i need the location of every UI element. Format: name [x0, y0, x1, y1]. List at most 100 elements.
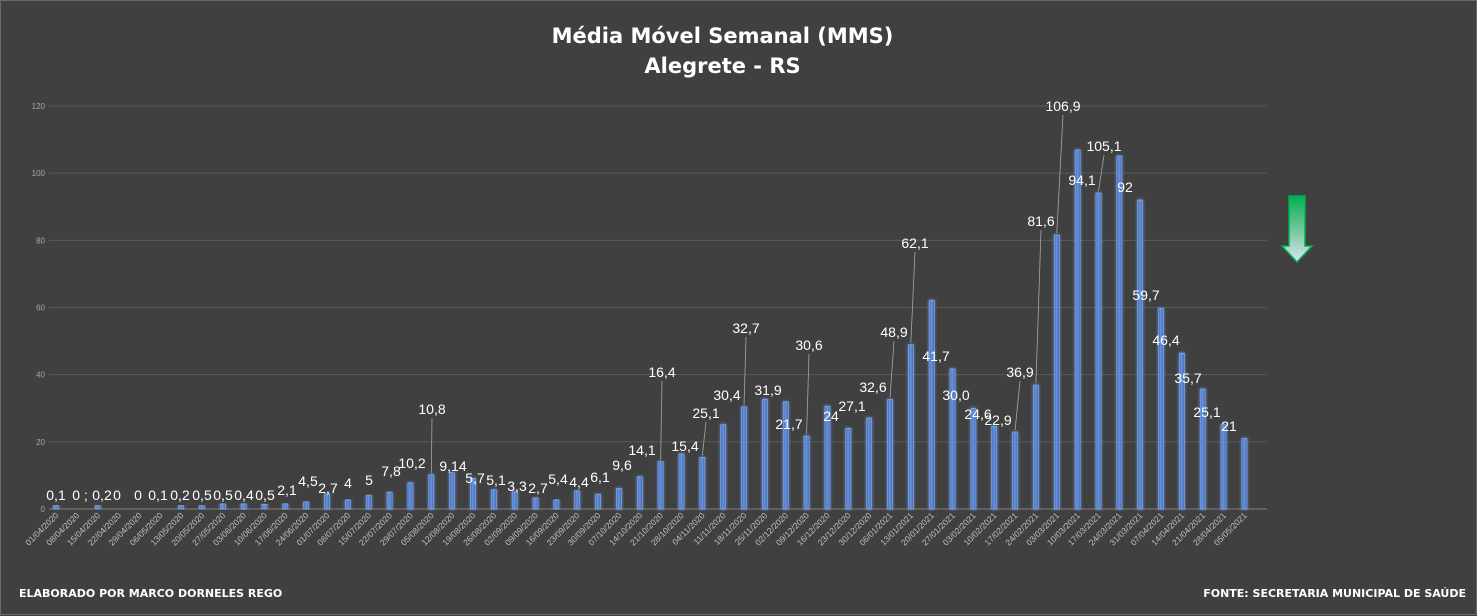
bar [762, 398, 768, 510]
data-label: 59,7 [1132, 287, 1159, 303]
leader-line [889, 340, 895, 398]
bar [970, 407, 977, 510]
bar [845, 428, 852, 510]
label-leader-lines [430, 114, 1105, 473]
bar [949, 368, 956, 510]
leader-line [743, 336, 747, 405]
y-tick-label: 0 [41, 505, 46, 514]
bar [94, 505, 101, 510]
data-label: 24 [823, 408, 839, 424]
data-label: 5 [365, 472, 373, 488]
data-label: 2,7 [318, 480, 338, 496]
data-label: 0 ; [72, 487, 88, 503]
leader-line [1056, 114, 1064, 233]
data-label: 0,2 [170, 487, 190, 503]
data-label: 0,1 [46, 487, 66, 503]
bar [720, 424, 727, 510]
bar [178, 505, 184, 510]
leader-line [430, 417, 433, 473]
data-label: 10,2 [398, 455, 425, 471]
data-label: 32,6 [859, 379, 886, 395]
bar [386, 491, 393, 510]
bar [199, 505, 205, 510]
leader-line [1014, 380, 1021, 431]
bar [1199, 388, 1206, 510]
leader-line [701, 421, 707, 456]
y-tick-label: 80 [36, 236, 45, 245]
bar [887, 399, 893, 510]
bar [1074, 149, 1081, 510]
y-tick-label: 60 [36, 304, 45, 313]
bar [595, 493, 601, 510]
data-label: 0,5 [192, 487, 212, 503]
bar [636, 476, 643, 510]
bar [532, 497, 539, 510]
data-label: 25,1 [1193, 404, 1220, 420]
data-label: 15,4 [671, 438, 698, 454]
y-tick-label: 100 [32, 169, 46, 178]
data-label: 5,4 [548, 471, 568, 487]
bar [1241, 438, 1248, 510]
footer-source: FONTE: SECRETARIA MUNICIPAL DE SAÚDE [1203, 587, 1466, 600]
bar [782, 401, 789, 510]
bar [220, 503, 226, 510]
data-label: 2,1 [277, 482, 297, 498]
data-label: 0,4 [234, 487, 254, 503]
bar [741, 406, 747, 510]
data-label: 6,1 [590, 469, 610, 485]
bars [53, 149, 1248, 510]
bar [240, 503, 247, 510]
bar [908, 344, 914, 510]
data-label: 14,1 [628, 442, 655, 458]
data-label: 3,3 [507, 478, 527, 494]
data-label: 36,9 [1006, 364, 1033, 380]
chart-title: Média Móvel Semanal (MMS) Alegrete - RS [1, 21, 1444, 81]
bar [303, 501, 310, 510]
bar [657, 461, 664, 510]
y-tick-label: 40 [36, 371, 45, 380]
data-label: 105,1 [1086, 138, 1121, 154]
bar [991, 426, 998, 510]
data-label: 92 [1117, 179, 1133, 195]
bar [803, 435, 810, 510]
bar [866, 417, 872, 510]
data-label: 9,6 [612, 457, 632, 473]
data-labels: 0,1 0 ; 0,2 0 0 0,1 0,2 0,5 0,5 0,4 0,5 2,14,5 2,7 4 5… [46, 98, 1237, 503]
down-arrow-icon [1280, 195, 1314, 264]
bar [574, 490, 581, 510]
data-label: 81,6 [1027, 213, 1054, 229]
y-tick-label: 20 [36, 438, 45, 447]
bar [365, 495, 372, 510]
bar [53, 505, 59, 510]
x-axis: 01/04/202008/04/202015/04/202022/04/2020… [23, 510, 1249, 547]
bar [449, 472, 455, 510]
bar [345, 499, 351, 510]
data-label: 31,9 [754, 382, 781, 398]
footer-author: ELABORADO POR MARCO DORNELES REGO [19, 587, 283, 600]
data-label: 21 [1221, 418, 1237, 434]
data-label: 25,1 [692, 405, 719, 421]
leader-line [660, 380, 663, 460]
data-label: 106,9 [1045, 98, 1080, 114]
data-label: 30,4 [713, 387, 740, 403]
bar [1116, 155, 1123, 510]
data-label: 30,6 [795, 337, 822, 353]
data-label: 21,7 [775, 416, 802, 432]
leader-line [1098, 154, 1105, 192]
bar [1137, 199, 1143, 510]
data-label: 5,1 [486, 472, 506, 488]
bar [282, 503, 289, 510]
bar [616, 488, 622, 510]
y-axis: 0 20 40 60 80 100 120 [32, 102, 46, 514]
data-label: 41,7 [922, 348, 949, 364]
bar [261, 503, 268, 510]
bar [699, 456, 706, 510]
bar [470, 478, 476, 510]
data-label: 46,4 [1152, 332, 1179, 348]
bar [324, 493, 330, 510]
data-label: 62,1 [901, 235, 928, 251]
data-label: 0,5 [213, 487, 233, 503]
chart-title-line2: Alegrete - RS [644, 54, 801, 78]
